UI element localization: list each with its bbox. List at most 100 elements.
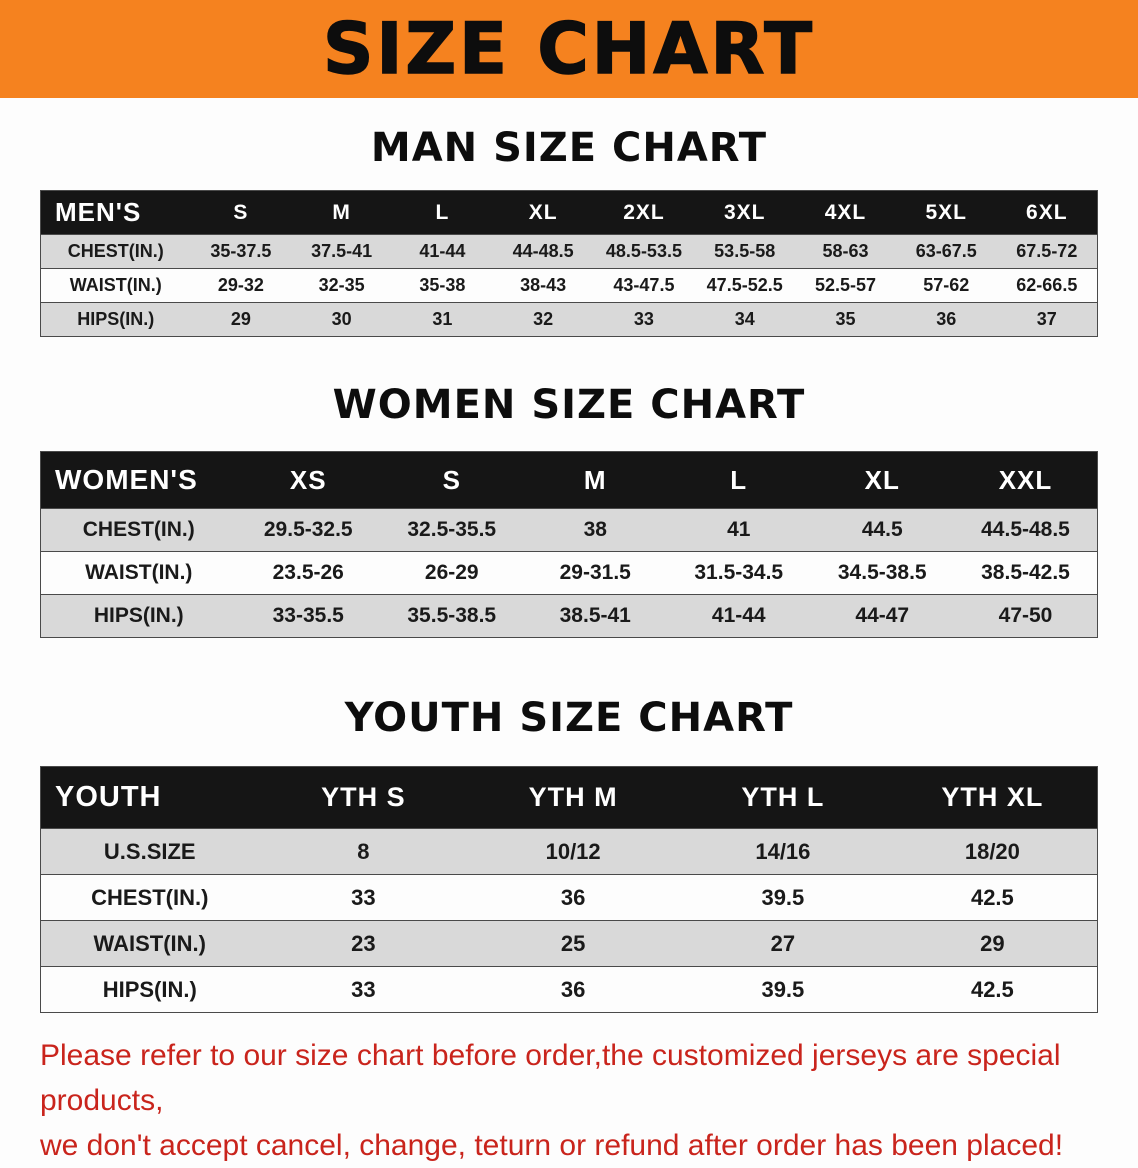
size-value-cell: 38.5-41 [523, 594, 667, 638]
table-title-cell: WOMEN'S [40, 451, 237, 509]
size-value-cell: 67.5-72 [996, 234, 1098, 269]
size-value-cell: 47-50 [954, 594, 1098, 638]
measure-label-cell: CHEST(IN.) [40, 234, 191, 269]
size-value-cell: 34.5-38.5 [810, 551, 954, 595]
size-value-cell: 39.5 [678, 966, 888, 1013]
size-value-cell: 30 [291, 302, 393, 337]
measure-row: CHEST(IN.) 35-37.5 37.5-41 41-44 44-48.5 48.5… [40, 234, 1098, 269]
measure-row: WAIST(IN.) 23 25 27 29 [40, 920, 1098, 967]
size-header-cell: XL [492, 190, 594, 235]
size-value-cell: 41 [667, 508, 811, 552]
size-value-cell: 38 [523, 508, 667, 552]
size-header-cell: L [667, 451, 811, 509]
size-value-cell: 37 [996, 302, 1098, 337]
size-header-cell: S [190, 190, 292, 235]
section-youth: YOUTH SIZE CHART YOUTH YTH S YTH M YTH L YTH… [0, 694, 1138, 1013]
size-header-cell: 4XL [795, 190, 896, 235]
size-value-cell: 32-35 [291, 268, 393, 303]
size-header-cell: M [291, 190, 393, 235]
size-value-cell: 44-47 [810, 594, 954, 638]
measure-row: WAIST(IN.) 29-32 32-35 35-38 38-43 43-47.5 47.… [40, 268, 1098, 303]
table-title-cell: MEN'S [40, 190, 191, 235]
size-header-cell: 5XL [895, 190, 997, 235]
header-row: WOMEN'S XS S M L XL XXL [40, 451, 1098, 509]
measure-label-cell: WAIST(IN.) [40, 268, 191, 303]
measure-row: HIPS(IN.) 29 30 31 32 33 34 35 36 37 [40, 302, 1098, 337]
size-header-cell: XL [810, 451, 954, 509]
size-value-cell: 47.5-52.5 [694, 268, 796, 303]
size-header-cell: YTH L [678, 766, 888, 829]
size-value-cell: 35-37.5 [190, 234, 292, 269]
size-value-cell: 33 [258, 874, 469, 921]
measure-label-cell: HIPS(IN.) [40, 302, 191, 337]
size-value-cell: 29.5-32.5 [236, 508, 380, 552]
header-row: MEN'S S M L XL 2XL 3XL 4XL 5XL 6XL [40, 190, 1098, 235]
measure-row: HIPS(IN.) 33-35.5 35.5-38.5 38.5-41 41-44 44-… [40, 594, 1098, 638]
size-value-cell: 32 [492, 302, 594, 337]
section-men: MAN SIZE CHART MEN'S S M L XL 2XL 3XL 4XL 5XL 6XL… [0, 124, 1138, 337]
size-value-cell: 18/20 [887, 828, 1098, 875]
measure-label-cell: HIPS(IN.) [40, 966, 259, 1013]
youth-section-heading: YOUTH SIZE CHART [344, 695, 794, 741]
measure-row: U.S.SIZE 8 10/12 14/16 18/20 [40, 828, 1098, 875]
measure-label-cell: WAIST(IN.) [40, 551, 237, 595]
measure-row: CHEST(IN.) 29.5-32.5 32.5-35.5 38 41 44.5 44.5… [40, 508, 1098, 552]
size-value-cell: 37.5-41 [291, 234, 393, 269]
men-section-heading: MAN SIZE CHART [370, 125, 768, 171]
size-value-cell: 29-32 [190, 268, 292, 303]
size-value-cell: 58-63 [795, 234, 896, 269]
size-value-cell: 41-44 [392, 234, 493, 269]
measure-label-cell: HIPS(IN.) [40, 594, 237, 638]
size-value-cell: 53.5-58 [694, 234, 796, 269]
size-header-cell: 6XL [996, 190, 1098, 235]
size-value-cell: 29 [190, 302, 292, 337]
size-value-cell: 25 [468, 920, 678, 967]
table-title-cell: YOUTH [40, 766, 259, 829]
size-value-cell: 35-38 [392, 268, 493, 303]
size-header-cell: YTH XL [887, 766, 1098, 829]
measure-row: CHEST(IN.) 33 36 39.5 42.5 [40, 874, 1098, 921]
size-value-cell: 36 [468, 874, 678, 921]
size-header-cell: YTH M [468, 766, 678, 829]
size-value-cell: 48.5-53.5 [593, 234, 695, 269]
size-header-cell: M [523, 451, 667, 509]
size-value-cell: 44.5-48.5 [954, 508, 1098, 552]
disclaimer-line-2: we don't accept cancel, change, teturn o… [40, 1129, 1064, 1162]
size-value-cell: 27 [678, 920, 888, 967]
size-value-cell: 23.5-26 [236, 551, 380, 595]
women-section-heading: WOMEN SIZE CHART [332, 382, 806, 428]
measure-label-cell: CHEST(IN.) [40, 508, 237, 552]
size-value-cell: 38.5-42.5 [954, 551, 1098, 595]
size-value-cell: 36 [895, 302, 997, 337]
header-row: YOUTH YTH S YTH M YTH L YTH XL [40, 766, 1098, 829]
size-value-cell: 63-67.5 [895, 234, 997, 269]
size-value-cell: 44-48.5 [492, 234, 594, 269]
size-value-cell: 33 [258, 966, 469, 1013]
measure-label-cell: U.S.SIZE [40, 828, 259, 875]
size-value-cell: 33 [593, 302, 695, 337]
size-header-cell: L [392, 190, 493, 235]
disclaimer: Please refer to our size chart before or… [0, 1033, 1138, 1168]
section-women: WOMEN SIZE CHART WOMEN'S XS S M L XL XXL CHEST(… [0, 381, 1138, 638]
measure-row: WAIST(IN.) 23.5-26 26-29 29-31.5 31.5-34.5 34… [40, 551, 1098, 595]
size-value-cell: 35.5-38.5 [380, 594, 524, 638]
size-value-cell: 34 [694, 302, 796, 337]
measure-row: HIPS(IN.) 33 36 39.5 42.5 [40, 966, 1098, 1013]
disclaimer-line-1: Please refer to our size chart before or… [40, 1039, 1061, 1117]
size-value-cell: 41-44 [667, 594, 811, 638]
size-value-cell: 42.5 [887, 874, 1098, 921]
size-value-cell: 10/12 [468, 828, 678, 875]
size-value-cell: 31 [392, 302, 493, 337]
size-value-cell: 8 [258, 828, 469, 875]
youth-size-table: YOUTH YTH S YTH M YTH L YTH XL U.S.SIZE 8 10/12… [40, 766, 1098, 1013]
size-value-cell: 29 [887, 920, 1098, 967]
size-value-cell: 36 [468, 966, 678, 1013]
size-header-cell: XS [236, 451, 380, 509]
size-value-cell: 31.5-34.5 [667, 551, 811, 595]
size-header-cell: XXL [954, 451, 1098, 509]
size-value-cell: 57-62 [895, 268, 997, 303]
size-value-cell: 14/16 [678, 828, 888, 875]
size-value-cell: 26-29 [380, 551, 524, 595]
size-value-cell: 44.5 [810, 508, 954, 552]
men-size-table: MEN'S S M L XL 2XL 3XL 4XL 5XL 6XL CHEST(IN.) 35-37… [40, 190, 1098, 337]
